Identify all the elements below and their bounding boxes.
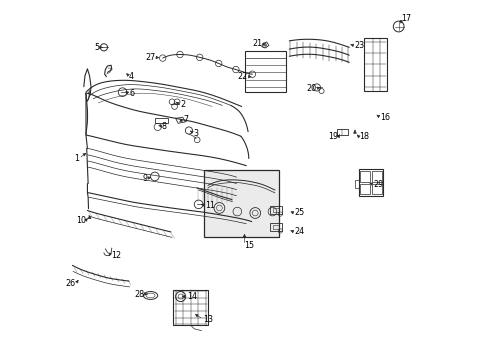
- Text: 4: 4: [129, 72, 134, 81]
- Bar: [371, 184, 381, 194]
- Bar: [359, 184, 369, 194]
- Text: 15: 15: [244, 241, 254, 250]
- Text: 20: 20: [305, 84, 316, 93]
- Bar: [270, 223, 281, 231]
- Bar: [173, 290, 207, 325]
- Text: 1: 1: [74, 154, 79, 163]
- Text: 23: 23: [353, 41, 363, 50]
- Text: 13: 13: [203, 315, 213, 324]
- Text: 19: 19: [327, 132, 338, 141]
- Bar: [371, 171, 381, 182]
- Text: 25: 25: [293, 208, 304, 217]
- Text: 16: 16: [379, 113, 389, 122]
- Text: 22: 22: [237, 72, 247, 81]
- Bar: [270, 206, 281, 214]
- Text: 21: 21: [252, 39, 262, 48]
- Bar: [354, 180, 358, 188]
- Text: 24: 24: [293, 228, 304, 237]
- Text: 14: 14: [187, 292, 197, 301]
- Bar: [359, 171, 369, 182]
- Text: 9: 9: [142, 174, 147, 183]
- Text: 26: 26: [66, 279, 76, 288]
- Bar: [363, 38, 386, 91]
- Text: 18: 18: [359, 132, 368, 141]
- Text: 27: 27: [145, 53, 155, 62]
- Text: 29: 29: [372, 180, 383, 189]
- Text: 8: 8: [161, 122, 166, 131]
- Bar: [273, 225, 278, 229]
- Text: 28: 28: [134, 289, 144, 298]
- Text: 6: 6: [129, 89, 134, 98]
- Bar: [204, 170, 278, 237]
- Text: 7: 7: [183, 114, 188, 123]
- Text: 3: 3: [193, 129, 198, 138]
- Bar: [155, 118, 168, 123]
- Text: 17: 17: [401, 14, 411, 23]
- Bar: [244, 51, 286, 92]
- Text: 12: 12: [111, 251, 121, 260]
- Text: 11: 11: [204, 201, 215, 210]
- Text: 2: 2: [180, 100, 184, 109]
- Bar: [273, 208, 278, 212]
- Text: 10: 10: [76, 216, 86, 225]
- Text: 5: 5: [94, 43, 99, 52]
- Bar: [358, 169, 382, 196]
